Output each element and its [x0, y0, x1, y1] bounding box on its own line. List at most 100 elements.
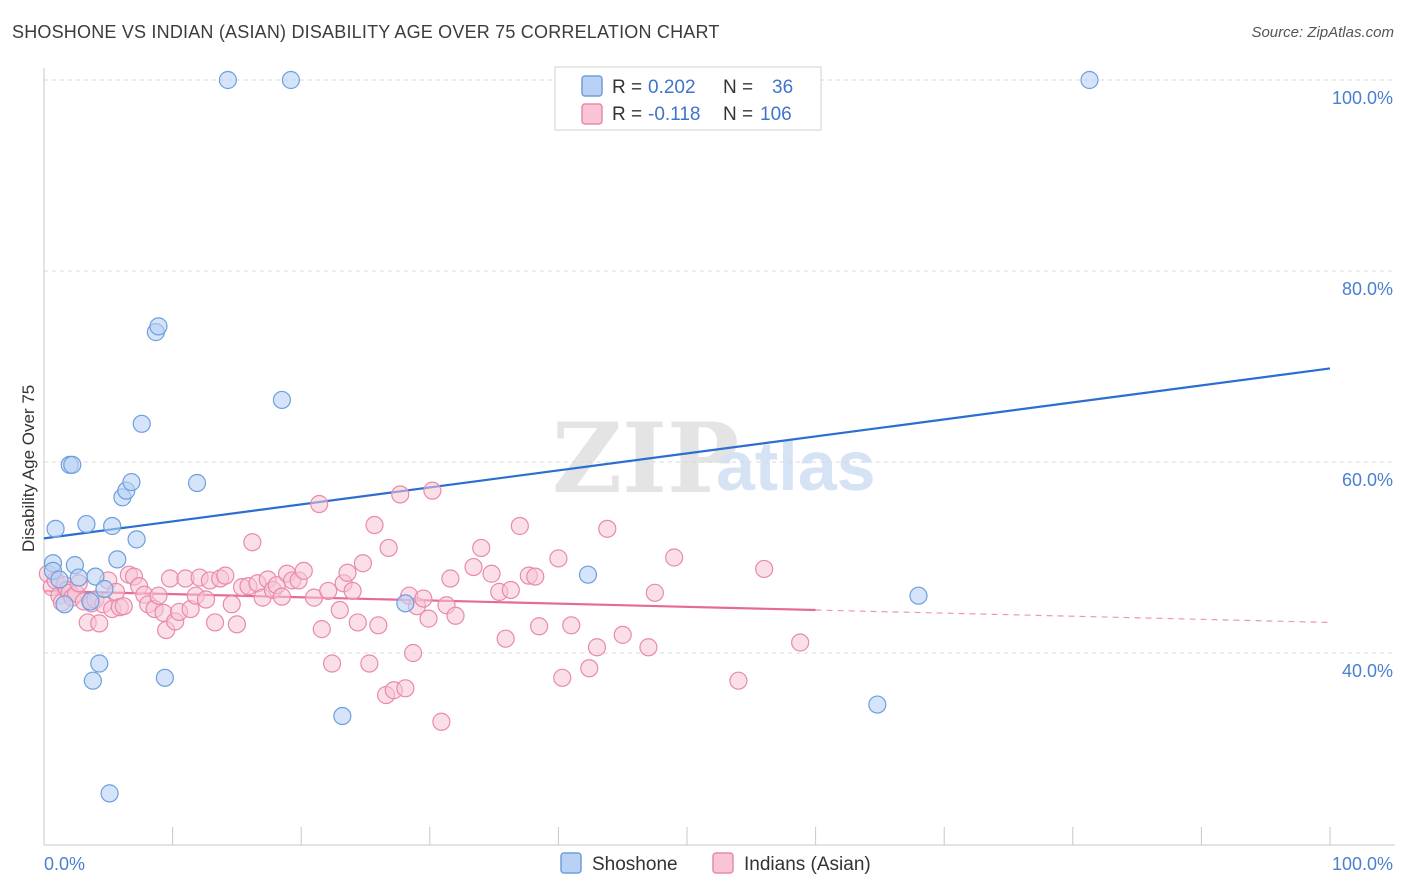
- shoshone-n-label: N =: [723, 77, 753, 98]
- indian-point: [160, 569, 180, 588]
- shoshone-point: [155, 668, 174, 687]
- shoshone-point: [1080, 70, 1099, 90]
- indian-point: [353, 554, 373, 573]
- indian-point: [149, 586, 168, 605]
- shoshone-n-value: 36: [772, 77, 793, 98]
- shoshone-r-value: 0.202: [648, 77, 696, 98]
- indian-point: [441, 569, 460, 588]
- indian-n-value: 106: [760, 104, 792, 125]
- shoshone-point: [90, 654, 109, 673]
- indian-point: [272, 587, 292, 606]
- shoshone-point: [149, 317, 168, 336]
- shoshone-point: [95, 579, 114, 599]
- shoshone-point: [69, 568, 88, 587]
- indian-point: [243, 533, 262, 552]
- indian-point: [330, 600, 349, 620]
- indian-point: [587, 638, 607, 657]
- indian-point: [791, 633, 810, 652]
- shoshone-legend-swatch: [581, 75, 603, 97]
- shoshone-point: [77, 514, 96, 534]
- y-tick-label: 40.0%: [1342, 661, 1393, 681]
- shoshone-point: [63, 455, 82, 474]
- indian-trend-line: [815, 609, 1331, 624]
- shoshone-point: [86, 567, 105, 586]
- indian-r-label: R =: [612, 104, 642, 125]
- shoshone-point: [868, 695, 887, 714]
- indian-point: [310, 494, 329, 514]
- shoshone-point: [132, 414, 151, 433]
- indian-point: [205, 613, 225, 632]
- shoshone-point: [83, 671, 102, 690]
- shoshone-r-label: R =: [612, 77, 642, 98]
- x-tick-label: 100.0%: [1332, 854, 1393, 874]
- shoshone-point: [578, 565, 598, 584]
- indian-point: [598, 519, 617, 538]
- indian-point: [446, 606, 465, 625]
- indian-point: [196, 590, 216, 609]
- indian-n-label: N =: [723, 104, 753, 125]
- indian-point: [432, 712, 451, 731]
- shoshone-point: [127, 530, 146, 549]
- legend-label-indian: Indians (Asian): [744, 854, 871, 875]
- legend-swatch-shoshone: [560, 852, 582, 874]
- chart-title: SHOSHONE VS INDIAN (ASIAN) DISABILITY AG…: [12, 22, 720, 42]
- x-tick-label: 0.0%: [44, 854, 85, 874]
- indian-point: [360, 654, 379, 673]
- indian-point: [729, 671, 748, 690]
- legend-label-shoshone: Shoshone: [592, 854, 678, 875]
- indian-point: [114, 597, 133, 616]
- indian-point: [510, 516, 529, 536]
- indian-point: [90, 614, 109, 633]
- shoshone-point: [218, 70, 237, 90]
- indian-point: [365, 515, 384, 535]
- indian-point: [464, 557, 483, 577]
- indian-legend-swatch: [581, 103, 603, 125]
- indian-point: [496, 629, 515, 648]
- source-label: Source: ZipAtlas.com: [1251, 24, 1394, 41]
- shoshone-point: [55, 595, 74, 614]
- indian-point: [348, 613, 367, 632]
- indian-point: [580, 659, 599, 678]
- y-tick-label: 80.0%: [1342, 279, 1393, 299]
- indian-point: [501, 580, 520, 600]
- shoshone-point: [103, 516, 122, 536]
- shoshone-point: [81, 592, 100, 611]
- shoshone-point: [909, 586, 928, 605]
- indian-point: [530, 617, 549, 636]
- indian-point: [396, 679, 415, 698]
- gridlines: [44, 79, 1395, 654]
- indian-point: [222, 595, 241, 614]
- indian-point: [639, 638, 658, 657]
- indian-point: [755, 559, 774, 579]
- indian-point: [227, 615, 246, 634]
- indian-point: [322, 654, 342, 673]
- shoshone-point: [281, 70, 301, 90]
- indian-point: [526, 567, 545, 586]
- shoshone-point: [46, 519, 65, 538]
- indian-point: [294, 561, 313, 580]
- indian-point: [645, 583, 664, 602]
- indian-point: [338, 563, 357, 582]
- indian-point: [379, 538, 398, 558]
- shoshone-point: [122, 472, 141, 492]
- indian-points: [38, 481, 810, 731]
- indian-point: [343, 581, 362, 601]
- shoshone-point: [272, 390, 292, 410]
- series-legend: Shoshone Indians (Asian): [560, 852, 871, 875]
- shoshone-point: [108, 550, 127, 569]
- indian-point: [391, 485, 410, 504]
- indian-point: [319, 581, 338, 601]
- indian-point: [665, 548, 684, 567]
- y-tick-label: 60.0%: [1342, 470, 1393, 490]
- shoshone-points: [43, 70, 1099, 803]
- indian-point: [613, 625, 632, 644]
- indian-point: [369, 616, 388, 635]
- indian-point: [414, 589, 433, 608]
- indian-point: [472, 538, 491, 558]
- shoshone-point: [396, 594, 415, 613]
- indian-point: [419, 609, 438, 628]
- indian-point: [482, 564, 501, 583]
- indian-point: [423, 481, 442, 500]
- indian-r-value: -0.118: [648, 104, 700, 125]
